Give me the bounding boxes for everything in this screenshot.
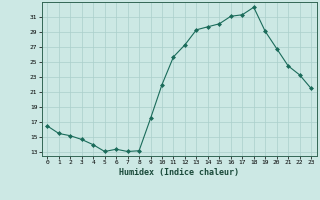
X-axis label: Humidex (Indice chaleur): Humidex (Indice chaleur) [119,168,239,177]
